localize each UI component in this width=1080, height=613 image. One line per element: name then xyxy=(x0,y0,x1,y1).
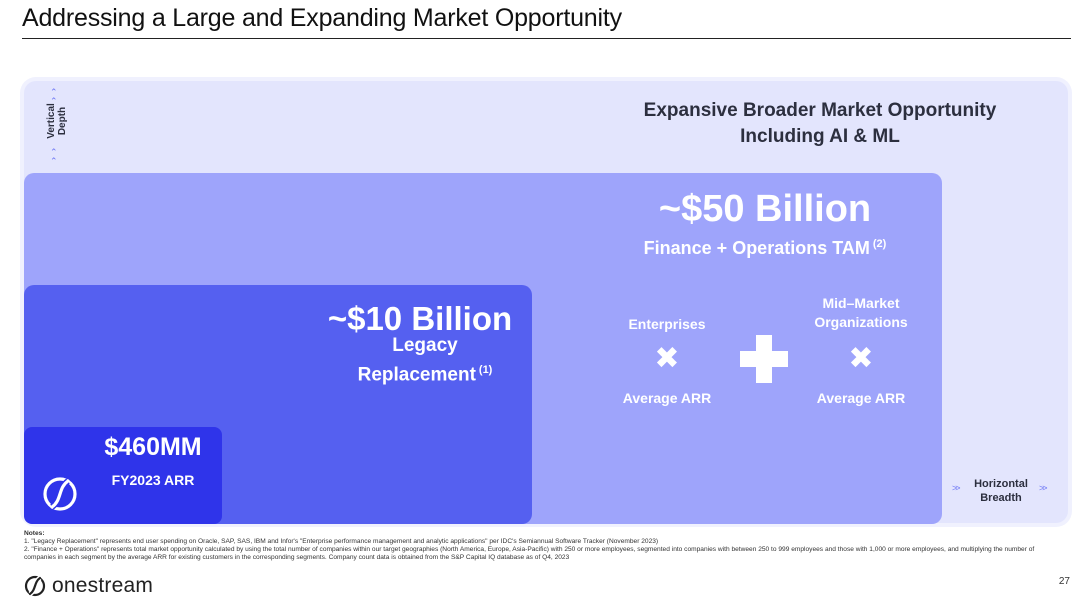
legacy-label-line2: Replacement xyxy=(357,364,476,386)
note-1: 1. "Legacy Replacement" represents end u… xyxy=(24,538,659,545)
outer-title-line1: Expansive Broader Market Opportunity xyxy=(643,100,997,121)
horizontal-arrow-right-icon: >> xyxy=(1039,483,1047,493)
notes-heading: Notes: xyxy=(24,530,45,537)
legacy-footnote: (1) xyxy=(478,364,493,376)
tam-label-text: Finance + Operations TAM xyxy=(643,238,870,258)
vertical-axis-line1: Vertical xyxy=(46,103,57,139)
midmarket-label-line1: Mid–Market xyxy=(822,295,900,311)
horizontal-axis-line2: Breadth xyxy=(980,492,1022,504)
enterprises-times-icon: ✖ xyxy=(654,342,680,375)
vertical-axis-label: Vertical Depth xyxy=(46,97,68,145)
vertical-arrow-up-icon-lower: ⌃ ⌃ xyxy=(50,147,58,166)
horizontal-axis-label: Horizontal Breadth xyxy=(969,477,1033,505)
midmarket-label-line2: Organizations xyxy=(814,314,908,330)
tam-footnote: (2) xyxy=(872,238,887,250)
horizontal-arrow-left-icon: >> xyxy=(952,483,960,493)
midmarket-label: Mid–Market Organizations xyxy=(790,294,932,332)
midmarket-times-icon: ✖ xyxy=(848,342,874,375)
brand-name: onestream xyxy=(52,574,154,597)
footnotes: Notes: 1. "Legacy Replacement" represent… xyxy=(24,530,1064,562)
tam-value: ~$50 Billion xyxy=(658,188,872,230)
legacy-value: ~$10 Billion xyxy=(327,300,513,337)
page-number: 27 xyxy=(1058,576,1070,587)
legacy-label: Legacy Replacement (1) xyxy=(320,334,530,387)
vertical-arrow-up-icon: ⌃ ⌃ xyxy=(50,87,58,106)
plus-icon xyxy=(740,335,788,383)
tam-label: Finance + Operations TAM (2) xyxy=(590,238,940,259)
title-rule xyxy=(22,38,1071,39)
outer-market-title: Expansive Broader Market Opportunity Inc… xyxy=(590,98,1050,150)
onestream-logo-icon xyxy=(43,477,77,511)
legacy-label-line1: Legacy xyxy=(392,335,458,356)
enterprises-label: Enterprises xyxy=(628,316,706,332)
legacy-label-line2-wrap: Replacement (1) xyxy=(320,358,530,387)
note-2: 2. "Finance + Operations" represents tot… xyxy=(24,546,1035,561)
arr-value: $460MM xyxy=(104,433,202,461)
vertical-axis-line2: Depth xyxy=(57,106,68,136)
arr-label: FY2023 ARR xyxy=(111,472,195,488)
enterprises-metric: Average ARR xyxy=(622,390,712,406)
midmarket-metric: Average ARR xyxy=(816,390,906,406)
slide-title: Addressing a Large and Expanding Market … xyxy=(22,4,622,32)
horizontal-axis-line1: Horizontal xyxy=(974,478,1028,490)
brand-logo-icon xyxy=(24,575,46,597)
outer-title-line2: Including AI & ML xyxy=(740,126,900,147)
